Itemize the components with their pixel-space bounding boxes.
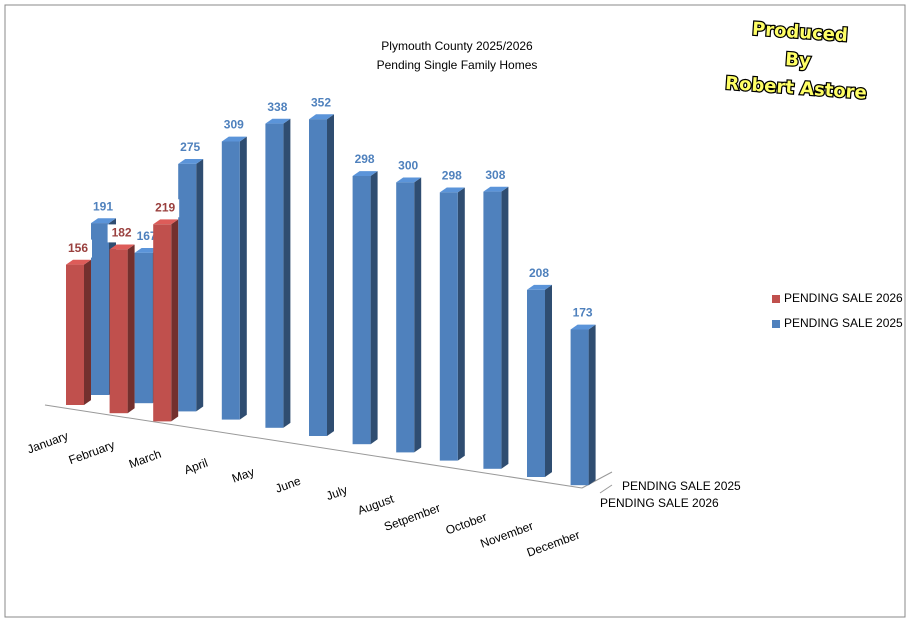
watermark-line: By — [785, 49, 812, 72]
bar — [66, 264, 84, 405]
value-label: 300 — [398, 159, 418, 173]
x-tick-label: July — [324, 483, 349, 503]
bar-top — [483, 186, 509, 192]
value-label: 352 — [311, 95, 331, 109]
bar-top — [221, 136, 247, 142]
value-label-bg — [64, 239, 92, 258]
bar-side — [545, 284, 552, 477]
depth-label: PENDING SALE 2026 — [600, 496, 719, 510]
bar-side — [171, 219, 179, 422]
bar-side — [84, 259, 91, 405]
bar-top — [309, 114, 334, 120]
value-label: 167 — [137, 229, 157, 243]
legend-label: PENDING SALE 2026 — [784, 291, 903, 305]
value-label: 298 — [442, 169, 462, 183]
bar — [570, 329, 589, 486]
bar-top — [91, 218, 116, 224]
bar — [221, 141, 240, 420]
value-label-bg — [107, 224, 136, 243]
bar-top — [396, 177, 422, 183]
bar-side — [196, 159, 204, 412]
bar — [352, 176, 371, 445]
bar-top — [178, 159, 204, 164]
depth-label: PENDING SALE 2025 — [622, 479, 741, 493]
value-label: 338 — [267, 100, 287, 114]
bar — [527, 289, 545, 477]
value-label: 219 — [155, 200, 175, 214]
bar — [309, 119, 327, 436]
legend-swatch — [772, 320, 780, 328]
bar-top — [153, 219, 179, 225]
bar — [483, 191, 502, 469]
bar-top — [352, 171, 378, 176]
bar — [109, 249, 128, 414]
bar — [265, 123, 284, 428]
bar-side — [588, 324, 596, 486]
chart-title: Plymouth County 2025/2026 — [381, 39, 533, 53]
bar-top — [570, 324, 596, 330]
value-label: 191 — [93, 199, 113, 213]
legend-label: PENDING SALE 2025 — [784, 316, 903, 330]
value-label: 298 — [355, 152, 375, 166]
bar-top — [109, 244, 135, 250]
bar-side — [127, 244, 135, 414]
bar — [91, 223, 109, 395]
bar-top — [527, 284, 552, 290]
bar-side — [457, 187, 465, 461]
legend-swatch — [772, 295, 780, 303]
bar — [134, 252, 153, 404]
bar-top — [265, 118, 291, 124]
value-label: 208 — [529, 266, 549, 280]
chart-subtitle: Pending Single Family Homes — [377, 58, 538, 72]
floor — [44, 404, 613, 494]
bar — [153, 224, 172, 422]
bar-side — [370, 171, 378, 445]
bar-side — [327, 114, 334, 437]
bar-side — [501, 186, 509, 469]
legend: PENDING SALE 2026 PENDING SALE 2025 — [772, 291, 903, 330]
bar — [178, 163, 197, 412]
value-label: 173 — [573, 306, 593, 320]
bar-top — [66, 259, 91, 265]
bar-side — [414, 177, 422, 453]
value-label: 309 — [224, 118, 244, 132]
bar — [396, 182, 415, 453]
bar-side — [239, 136, 247, 420]
bar-side — [283, 118, 291, 428]
value-label: 156 — [68, 241, 88, 255]
value-label: 275 — [180, 140, 200, 154]
value-label: 182 — [112, 226, 132, 240]
bar-top — [439, 187, 465, 193]
bar — [439, 192, 458, 461]
value-label: 308 — [485, 168, 505, 182]
value-label-bg — [151, 199, 180, 218]
bars: 191 167 275 309 338 352 298 300 298 308 208 173 156 1… — [64, 95, 596, 486]
